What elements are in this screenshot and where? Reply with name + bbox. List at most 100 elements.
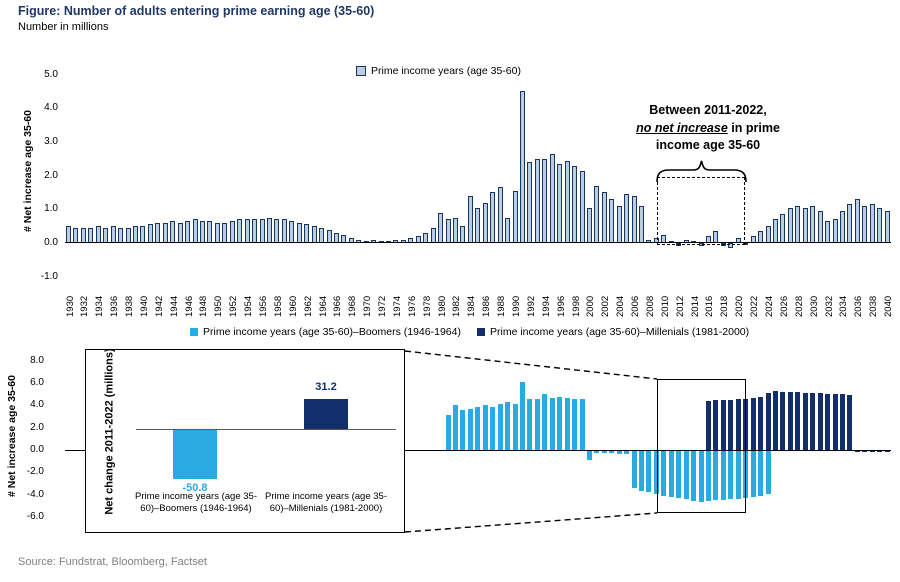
- bottom-y-tick: 4.0: [30, 399, 44, 411]
- bar-1936: [110, 226, 116, 243]
- millennial-bar-2027: [787, 392, 793, 450]
- inset-value-millennials: 31.2: [315, 381, 337, 393]
- boomer-bar-1989: [505, 402, 510, 450]
- bar-1990: [512, 191, 518, 243]
- bar-1992: [527, 162, 533, 243]
- boomer-bar-1996: [557, 397, 563, 450]
- source-text: Source: Fundstrat, Bloomberg, Factset: [18, 556, 207, 568]
- bar-1953: [237, 219, 243, 243]
- x-tick-2022: 2022: [749, 295, 761, 317]
- bar-1984: [467, 196, 473, 243]
- bottom-y-tick: -2.0: [26, 466, 44, 478]
- boomer-bar-2013: [683, 451, 689, 499]
- x-tick-1980: 1980: [436, 295, 448, 317]
- x-tick-1982: 1982: [451, 295, 463, 317]
- boomer-bar-2008: [646, 451, 652, 492]
- boomer-bar-2024: [765, 451, 771, 494]
- bar-1997: [564, 161, 570, 243]
- boomer-bar-1985: [475, 407, 481, 450]
- boomer-bar-2001: [594, 451, 600, 453]
- bar-2006: [631, 196, 637, 243]
- boomer-bar-2000: [586, 451, 592, 460]
- page-subtitle: Number in millions: [18, 21, 109, 33]
- bar-1938: [125, 228, 131, 243]
- top-y-tick: 2.0: [44, 169, 58, 181]
- x-tick-1994: 1994: [540, 295, 552, 317]
- x-tick-2026: 2026: [778, 295, 790, 317]
- bar-1943: [162, 223, 168, 243]
- top-y-tick: 0.0: [44, 237, 58, 248]
- bottom-legend-millennials: Prime income years (age 35-60)–Millenial…: [477, 326, 749, 338]
- x-tick-2010: 2010: [659, 295, 671, 317]
- bar-1946: [185, 221, 191, 243]
- x-tick-2014: 2014: [689, 295, 701, 317]
- inset-value-boomers: -50.8: [182, 482, 208, 494]
- x-tick-2012: 2012: [674, 295, 686, 317]
- bar-2034: [839, 211, 845, 243]
- boomer-bar-2005: [624, 451, 630, 454]
- x-tick-2002: 2002: [600, 295, 612, 317]
- bar-1986: [482, 203, 488, 243]
- bar-2037: [862, 206, 868, 243]
- inset-bar-millennials: [304, 399, 348, 429]
- x-tick-1996: 1996: [555, 295, 567, 317]
- x-tick-2004: 2004: [615, 295, 627, 317]
- bar-1959: [281, 219, 287, 243]
- boomer-bar-1995: [549, 398, 555, 450]
- bottom-y-tick: 8.0: [30, 354, 44, 366]
- bar-1964: [319, 228, 324, 243]
- millennial-bar-2022: [750, 398, 756, 450]
- inset-zero-line: [136, 429, 396, 430]
- boomer-bar-2011: [668, 451, 674, 497]
- boomer-bar-1983: [460, 410, 466, 450]
- bar-1949: [207, 221, 213, 243]
- x-tick-1948: 1948: [198, 295, 210, 317]
- bar-1957: [266, 218, 272, 243]
- millennial-bar-2030: [810, 393, 816, 450]
- bottom-legend-millennials-label: Prime income years (age 35-60)–Millenial…: [490, 326, 750, 338]
- boomer-bar-2016: [706, 451, 711, 501]
- inset-bar-boomers: [173, 430, 217, 479]
- millennial-bar-2020: [735, 399, 741, 450]
- bar-1993: [534, 159, 540, 243]
- bar-2029: [802, 208, 808, 243]
- millennial-bar-2037: [862, 451, 868, 452]
- x-tick-2024: 2024: [763, 295, 775, 317]
- bar-2039: [877, 208, 883, 243]
- top-bar-chart: [65, 72, 891, 282]
- top-y-tick: 5.0: [44, 68, 58, 80]
- boomer-bar-2009: [653, 451, 659, 494]
- x-tick-2040: 2040: [883, 295, 895, 317]
- x-tick-2020: 2020: [734, 295, 746, 317]
- top-y-tick: 3.0: [44, 135, 58, 147]
- bar-2005: [624, 194, 630, 243]
- boomer-bar-1994: [542, 394, 548, 450]
- x-tick-2000: 2000: [585, 295, 597, 317]
- x-tick-1954: 1954: [243, 295, 255, 317]
- x-tick-1958: 1958: [272, 295, 284, 317]
- x-tick-1932: 1932: [79, 295, 91, 317]
- boomer-bar-2007: [639, 451, 644, 491]
- bar-1935: [103, 228, 109, 243]
- boomer-bar-2004: [616, 451, 622, 454]
- bar-1934: [95, 226, 101, 243]
- top-legend-label: Prime income years (age 35-60): [371, 65, 521, 77]
- bar-1958: [274, 219, 280, 243]
- x-tick-2030: 2030: [808, 295, 820, 317]
- bar-2027: [787, 208, 793, 243]
- boomer-bar-2003: [609, 451, 615, 453]
- x-tick-2032: 2032: [823, 295, 835, 317]
- bottom-x-axis-line: [65, 450, 891, 451]
- bar-1987: [490, 192, 496, 243]
- bottom-y-tick: 2.0: [30, 421, 44, 433]
- millennial-bar-2029: [802, 393, 808, 450]
- x-tick-1942: 1942: [153, 295, 165, 317]
- x-tick-1992: 1992: [525, 295, 537, 317]
- boomer-bar-1988: [497, 404, 503, 450]
- legend-swatch-cyan: [190, 328, 198, 336]
- top-y-tick: -1.0: [40, 270, 58, 282]
- bar-2030: [810, 206, 816, 243]
- boomer-bar-1998: [572, 399, 577, 450]
- x-tick-1960: 1960: [287, 295, 299, 317]
